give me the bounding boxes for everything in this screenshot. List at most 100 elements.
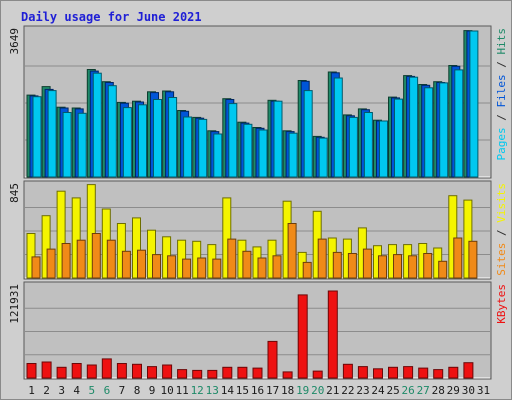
bar-kbytes-day-9 bbox=[147, 366, 157, 379]
bar-visits-day-9 bbox=[147, 229, 156, 279]
day-label: 25 bbox=[386, 384, 399, 397]
day-label: 9 bbox=[149, 384, 156, 397]
bar-pages-day-10 bbox=[168, 97, 178, 178]
bar-kbytes-day-13 bbox=[207, 369, 218, 379]
day-label: 19 bbox=[296, 384, 309, 397]
day-label: 7 bbox=[119, 384, 126, 397]
bar-sites-day-15 bbox=[242, 250, 252, 279]
day-label: 23 bbox=[356, 384, 369, 397]
bar-sites-day-22 bbox=[347, 253, 357, 279]
bar-pages-day-21 bbox=[333, 77, 343, 178]
bar-pages-day-5 bbox=[92, 72, 102, 178]
bar-kbytes-day-3 bbox=[56, 366, 67, 379]
bar-sites-day-2 bbox=[46, 248, 56, 279]
bar-kbytes-day-18 bbox=[282, 371, 293, 379]
bar-sites-day-27 bbox=[423, 253, 433, 279]
axis-label-part: Sites bbox=[495, 243, 508, 276]
bar-visits-day-30 bbox=[463, 199, 473, 279]
bar-visits-day-4 bbox=[71, 197, 81, 279]
bar-sites-day-6 bbox=[106, 239, 116, 279]
day-label: 5 bbox=[88, 384, 95, 397]
axis-label-part: / bbox=[495, 55, 508, 75]
bar-pages-day-30 bbox=[469, 30, 479, 178]
axis-label-part: / bbox=[495, 223, 508, 243]
bar-sites-day-12 bbox=[197, 257, 207, 279]
bar-kbytes-day-24 bbox=[373, 368, 383, 379]
bar-kbytes-day-2 bbox=[41, 361, 52, 379]
bar-sites-day-18 bbox=[287, 223, 297, 279]
bar-sites-day-4 bbox=[76, 239, 86, 279]
bar-pages-day-22 bbox=[348, 116, 358, 178]
bar-visits-day-1 bbox=[26, 233, 36, 279]
bar-kbytes-day-21 bbox=[327, 290, 338, 379]
bar-kbytes-day-7 bbox=[116, 363, 127, 379]
chart-title: Daily usage for June 2021 bbox=[21, 10, 202, 24]
bar-kbytes-day-15 bbox=[237, 366, 248, 379]
bar-sites-day-30 bbox=[468, 240, 478, 279]
bar-pages-day-1 bbox=[32, 96, 42, 178]
bar-visits-day-5 bbox=[86, 184, 96, 279]
bar-pages-day-17 bbox=[273, 100, 283, 178]
bar-kbytes-day-1 bbox=[26, 363, 37, 379]
bar-sites-day-23 bbox=[362, 248, 372, 279]
bar-sites-day-29 bbox=[453, 237, 463, 279]
bar-kbytes-day-17 bbox=[267, 340, 278, 379]
bar-sites-day-1 bbox=[31, 256, 41, 279]
bar-pages-day-16 bbox=[258, 129, 268, 178]
bar-sites-day-8 bbox=[137, 249, 146, 279]
bar-sites-day-11 bbox=[182, 258, 192, 279]
day-label: 24 bbox=[371, 384, 385, 397]
bar-sites-day-7 bbox=[121, 250, 131, 279]
day-label: 22 bbox=[341, 384, 354, 397]
axis-label-part: Files bbox=[495, 74, 508, 107]
day-label: 12 bbox=[191, 384, 204, 397]
day-label: 2 bbox=[43, 384, 50, 397]
bar-pages-day-11 bbox=[183, 116, 193, 178]
bar-kbytes-day-16 bbox=[252, 367, 263, 379]
day-label: 18 bbox=[281, 384, 294, 397]
bar-sites-day-19 bbox=[302, 261, 312, 279]
day-label: 20 bbox=[311, 384, 324, 397]
bar-sites-day-24 bbox=[378, 255, 387, 279]
bar-kbytes-day-8 bbox=[132, 363, 142, 379]
axis-label-part: Hits bbox=[495, 28, 508, 55]
bar-sites-day-28 bbox=[438, 260, 448, 279]
bar-kbytes-day-29 bbox=[448, 366, 459, 379]
panel-max-label: 121931 bbox=[8, 284, 21, 324]
axis-label-part: Pages bbox=[495, 127, 508, 160]
bar-pages-day-9 bbox=[153, 99, 162, 178]
day-label: 8 bbox=[134, 384, 141, 397]
bar-kbytes-day-14 bbox=[222, 366, 233, 379]
bar-kbytes-day-5 bbox=[86, 364, 97, 379]
panel-axis-label: KBytes bbox=[495, 284, 508, 324]
bar-pages-day-13 bbox=[213, 133, 223, 178]
day-label: 27 bbox=[417, 384, 430, 397]
bar-pages-day-7 bbox=[122, 107, 132, 178]
bar-pages-day-27 bbox=[424, 87, 434, 178]
bar-sites-day-14 bbox=[227, 238, 237, 279]
bar-kbytes-day-6 bbox=[101, 358, 112, 379]
panel-axis-label: Sites / Visits bbox=[495, 183, 508, 276]
bar-pages-day-24 bbox=[379, 120, 388, 178]
bar-sites-day-5 bbox=[91, 233, 101, 279]
panel-hits-files-pages: 3649 Pages / Files / Hits bbox=[8, 25, 508, 179]
bar-sites-day-25 bbox=[393, 254, 402, 279]
day-label: 4 bbox=[73, 384, 80, 397]
bar-sites-day-13 bbox=[212, 258, 222, 279]
bar-pages-day-6 bbox=[107, 85, 117, 178]
bar-kbytes-day-4 bbox=[71, 363, 82, 379]
bar-sites-day-9 bbox=[152, 254, 161, 279]
panel-visits-sites: 845 Sites / Visits bbox=[8, 180, 508, 280]
bar-kbytes-day-19 bbox=[297, 294, 308, 379]
day-labels: 1 2 3 4 5 6 7 8 9 10 11 12 13 14 15 16 17 18 19 20 21 22 23 24 2… bbox=[28, 384, 490, 397]
bar-kbytes-day-23 bbox=[357, 366, 368, 379]
bar-kbytes-day-26 bbox=[403, 366, 414, 379]
bar-pages-day-2 bbox=[47, 90, 57, 178]
day-label: 6 bbox=[104, 384, 111, 397]
day-label: 3 bbox=[58, 384, 65, 397]
bar-pages-day-12 bbox=[198, 118, 208, 178]
bar-kbytes-day-27 bbox=[418, 367, 429, 379]
bar-kbytes-day-28 bbox=[433, 369, 444, 379]
bar-pages-day-25 bbox=[394, 98, 403, 178]
